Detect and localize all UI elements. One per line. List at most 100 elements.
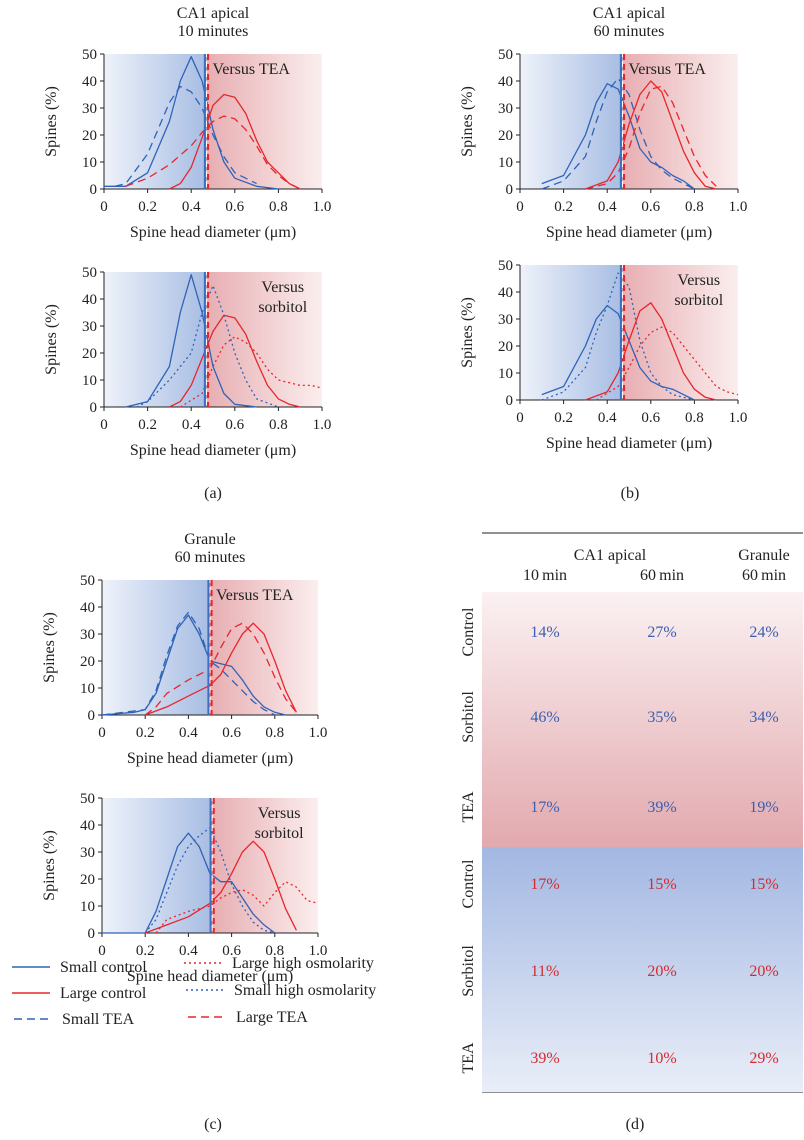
x-axis-label: Spine head diameter (μm) — [127, 750, 293, 767]
table-upper-shade — [482, 592, 803, 847]
x-axis-label: Spine head diameter (μm) — [130, 442, 296, 459]
x-tick-label: 0.8 — [685, 199, 704, 215]
large-region-shade — [622, 54, 738, 189]
comparison-annotation: sorbitol — [674, 292, 723, 309]
table-cell: 34% — [749, 709, 778, 726]
comparison-annotation: Versus TEA — [212, 61, 290, 78]
x-tick-label: 1.0 — [729, 199, 748, 215]
x-tick-label: 0 — [100, 417, 108, 433]
x-tick-label: 0.8 — [685, 410, 704, 426]
table-cell: 17% — [530, 876, 559, 893]
series-small-control — [102, 832, 276, 934]
y-tick-label: 20 — [498, 128, 513, 144]
y-axis-label: Spines (%) — [43, 86, 60, 157]
series-large-control — [144, 622, 297, 716]
table-row-label: Sorbitol — [460, 945, 477, 997]
x-axis-label: Spine head diameter (μm) — [546, 435, 712, 452]
table-cell: 20% — [647, 963, 676, 980]
series-small-tea — [101, 611, 276, 716]
table-cell: 17% — [530, 799, 559, 816]
y-tick-label: 10 — [82, 373, 97, 389]
x-tick-label: 0 — [516, 410, 524, 426]
x-tick-label: 0 — [100, 199, 108, 215]
x-tick-label: 0.6 — [225, 199, 244, 215]
panel-label: (c) — [204, 1116, 222, 1133]
y-tick-label: 20 — [80, 872, 95, 888]
y-tick-label: 30 — [498, 312, 513, 328]
x-tick-label: 0.8 — [265, 725, 284, 741]
series-large-high-osmolarity — [179, 336, 323, 408]
comparison-annotation: Versus — [261, 279, 304, 296]
y-axis-label: Spines (%) — [43, 304, 60, 375]
large-region-shade — [206, 272, 322, 407]
y-tick-label: 40 — [80, 818, 95, 834]
small-region-shade — [520, 265, 623, 400]
x-tick-label: 0.2 — [554, 410, 573, 426]
y-tick-label: 10 — [498, 366, 513, 382]
x-tick-label: 0 — [98, 943, 106, 959]
y-tick-label: 20 — [80, 654, 95, 670]
series-large-control — [585, 80, 717, 190]
small-region-shade — [104, 54, 207, 189]
table-cell: 14% — [530, 624, 559, 641]
table-cell: 10% — [647, 1050, 676, 1067]
series-large-high-osmolarity — [155, 881, 319, 934]
table-cell: 27% — [647, 624, 676, 641]
y-tick-label: 50 — [82, 47, 97, 63]
series-large-control — [144, 840, 297, 934]
table-cell: 11% — [531, 963, 560, 980]
x-axis-label: Spine head diameter (μm) — [130, 224, 296, 241]
table-cell: 29% — [749, 1050, 778, 1067]
table-cell: 46% — [530, 709, 559, 726]
comparison-annotation: Versus TEA — [216, 587, 294, 604]
y-tick-label: 20 — [82, 128, 97, 144]
table-cell: 19% — [749, 799, 778, 816]
series-large-control — [169, 93, 301, 190]
table-col-header: 60 min — [640, 567, 684, 584]
x-tick-label: 1.0 — [313, 199, 332, 215]
series-large-tea — [144, 622, 297, 716]
y-axis-label: Spines (%) — [41, 612, 58, 683]
chart-title: CA1 apical — [177, 5, 250, 22]
y-tick-label: 10 — [80, 899, 95, 915]
legend-label: Large TEA — [236, 1009, 308, 1026]
series-small-control — [104, 56, 279, 190]
x-tick-label: 0.6 — [222, 725, 241, 741]
x-tick-label: 0.8 — [269, 417, 288, 433]
chart-title: 10 minutes — [178, 23, 249, 40]
x-tick-label: 0.6 — [225, 417, 244, 433]
table-cell: 39% — [647, 799, 676, 816]
large-region-shade — [622, 265, 738, 400]
y-tick-label: 0 — [506, 393, 514, 409]
chart-a-bottom: 0 10 20 30 40 50 0 0.2 0.4 0.6 0.8 1.0 Spine head di… — [43, 265, 331, 459]
y-tick-label: 40 — [82, 292, 97, 308]
series-small-high-osmolarity — [541, 272, 695, 401]
x-tick-label: 0.2 — [138, 417, 157, 433]
y-tick-label: 50 — [80, 791, 95, 807]
chart-title: 60 minutes — [594, 23, 665, 40]
x-tick-label: 0.4 — [182, 417, 201, 433]
y-tick-label: 50 — [498, 47, 513, 63]
x-tick-label: 1.0 — [729, 410, 748, 426]
y-tick-label: 0 — [90, 400, 98, 416]
table-group-header: Granule — [738, 547, 790, 564]
chart-title: CA1 apical — [593, 5, 666, 22]
y-tick-label: 40 — [498, 74, 513, 90]
table-row-label: TEA — [460, 791, 477, 823]
x-tick-label: 1.0 — [309, 725, 328, 741]
small-region-shade — [104, 272, 207, 407]
table-col-header: 10 min — [523, 567, 567, 584]
small-region-shade — [102, 580, 210, 715]
y-tick-label: 0 — [90, 182, 98, 198]
legend-label: Large control — [60, 985, 147, 1002]
y-tick-label: 0 — [88, 708, 96, 724]
y-tick-label: 10 — [82, 155, 97, 171]
x-tick-label: 0.4 — [598, 199, 617, 215]
table-group-header: CA1 apical — [574, 547, 647, 564]
chart-title: 60 minutes — [175, 549, 246, 566]
x-tick-label: 0.8 — [269, 199, 288, 215]
comparison-annotation: Versus — [677, 272, 720, 289]
x-tick-label: 0.2 — [136, 725, 155, 741]
x-tick-label: 0 — [98, 725, 106, 741]
